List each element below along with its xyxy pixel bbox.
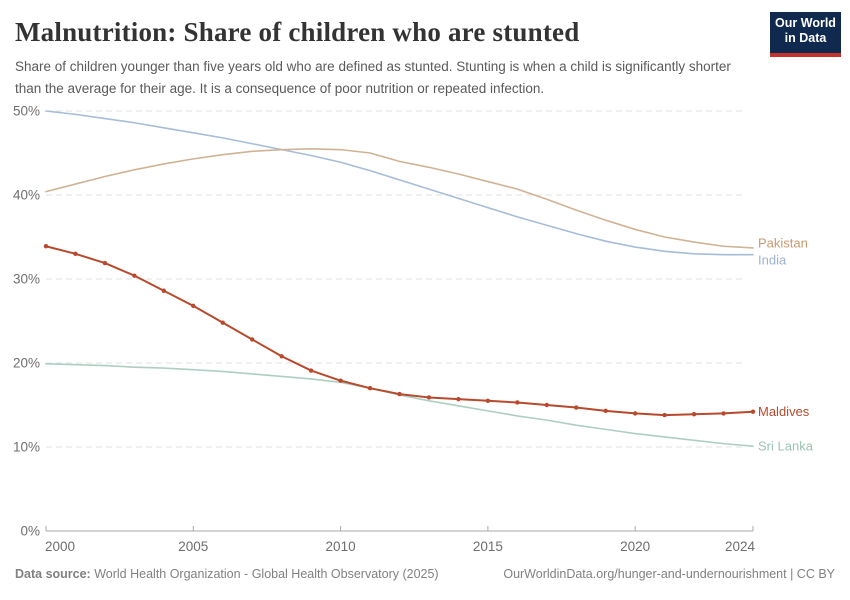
- series-marker-maldives-2016: [515, 400, 520, 405]
- series-marker-maldives-2023: [721, 411, 726, 416]
- series-marker-maldives-2011: [367, 386, 373, 391]
- owid-logo-line1: Our World: [775, 16, 836, 30]
- y-tick-label-50: 50%: [13, 104, 40, 119]
- series-marker-maldives-2012: [397, 391, 402, 397]
- x-tick-label-2015: 2015: [473, 539, 503, 554]
- chart-subtitle: Share of children younger than five year…: [15, 59, 731, 96]
- x-tick-label-2000: 2000: [45, 539, 75, 554]
- series-line-maldives[interactable]: [45, 245, 754, 417]
- series-marker-maldives-2003: [132, 273, 137, 278]
- footer-link[interactable]: OurWorldinData.org/hunger-and-undernouri…: [503, 567, 835, 581]
- x-tick-label-2024: 2024: [725, 539, 756, 554]
- data-source: Data source: World Health Organization -…: [15, 567, 439, 581]
- series-marker-maldives-2010: [338, 378, 343, 383]
- series-label-maldives[interactable]: Maldives: [758, 404, 810, 419]
- series-label-india[interactable]: India: [758, 252, 787, 267]
- series-marker-maldives-2014: [456, 396, 461, 402]
- data-source-text[interactable]: World Health Organization - Global Healt…: [94, 567, 439, 581]
- series-marker-maldives-2009: [308, 368, 314, 373]
- series-marker-maldives-2019: [603, 408, 608, 414]
- series-line-india[interactable]: [45, 110, 754, 256]
- series-marker-maldives-2024: [750, 409, 756, 414]
- series-marker-maldives-2015: [485, 398, 491, 403]
- series-marker-maldives-2002: [102, 260, 108, 266]
- series-marker-maldives-2000: [43, 244, 49, 249]
- y-tick-label-20: 20%: [13, 356, 40, 371]
- y-tick-label-0: 0%: [20, 524, 40, 539]
- series-marker-maldives-2022: [691, 412, 697, 417]
- series-marker-maldives-2001: [73, 251, 78, 256]
- series-label-sri-lanka[interactable]: Sri Lanka: [758, 439, 814, 454]
- owid-logo-line2: in Data: [784, 31, 827, 45]
- series-marker-maldives-2008: [279, 354, 284, 359]
- series-marker-maldives-2005: [191, 303, 196, 309]
- series-line-pakistan[interactable]: [45, 148, 754, 249]
- series-marker-maldives-2004: [161, 288, 167, 293]
- series-label-pakistan[interactable]: Pakistan: [758, 235, 808, 250]
- series-marker-maldives-2013: [426, 395, 432, 400]
- series-marker-maldives-2017: [544, 402, 549, 408]
- series-marker-maldives-2006: [220, 320, 225, 325]
- x-tick-label-2010: 2010: [326, 539, 356, 554]
- series-marker-maldives-2018: [574, 405, 579, 410]
- series-line-sri-lanka[interactable]: [45, 363, 754, 447]
- series-marker-maldives-2007: [250, 337, 255, 342]
- chart-footer: Data source: World Health Organization -…: [15, 567, 835, 581]
- y-tick-label-10: 10%: [13, 440, 40, 455]
- x-tick-label-2020: 2020: [620, 539, 650, 554]
- data-source-label: Data source:: [15, 567, 91, 581]
- y-tick-label-40: 40%: [13, 188, 40, 203]
- series-marker-maldives-2020: [632, 411, 638, 416]
- page-title: Malnutrition: Share of children who are …: [15, 17, 580, 47]
- series-marker-maldives-2021: [662, 412, 667, 418]
- owid-logo[interactable]: Our World in Data: [770, 12, 841, 57]
- x-tick-label-2005: 2005: [178, 539, 208, 554]
- y-tick-label-30: 30%: [13, 272, 40, 287]
